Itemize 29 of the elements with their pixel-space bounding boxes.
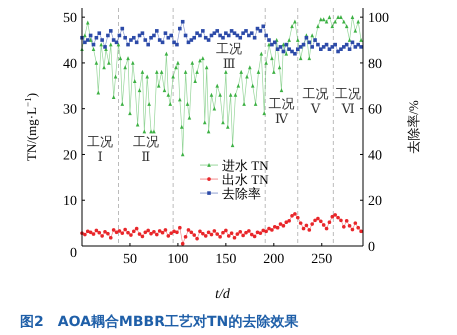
y2-tick-label: 80 — [368, 56, 382, 72]
annotation: 工况 Ⅰ — [87, 134, 114, 164]
x-axis-title: t/d — [215, 287, 231, 302]
y2-tick-label: 0 — [368, 240, 375, 255]
annotation: 工况 Ⅳ — [268, 96, 294, 126]
annotation: 工况 Ⅲ — [216, 41, 242, 71]
annotation: 工况 Ⅴ — [302, 86, 329, 116]
legend-label: 进水 TN — [222, 158, 270, 174]
y2-tick-label: 40 — [368, 148, 382, 164]
y2-tick-label: 20 — [368, 194, 382, 210]
y-tick-label: 20 — [63, 148, 77, 164]
x-tick-label: 200 — [263, 252, 284, 267]
annotation: 工况 Ⅱ — [132, 134, 159, 164]
legend-label: 去除率 — [222, 186, 262, 202]
y-tick-label: 0 — [70, 246, 77, 261]
text: 图2 AOA耦合MBBR工艺对TN的去除效果 — [20, 314, 300, 330]
legend-label: 出水 TN — [222, 172, 270, 188]
annotation: 工况 Ⅵ — [335, 86, 362, 116]
y2-tick-label: 60 — [368, 102, 382, 118]
y2-axis-title: 去除率/% — [406, 100, 421, 154]
x-tick-label: 150 — [215, 252, 236, 267]
y-tick-label: 10 — [63, 194, 77, 210]
y2-tick-label: 100 — [368, 11, 389, 26]
y-tick-label: 40 — [63, 56, 77, 72]
x-tick-label: 250 — [311, 252, 332, 267]
y-tick-label: 50 — [63, 11, 77, 26]
x-tick-label: 50 — [122, 252, 137, 267]
x-tick-label: 100 — [167, 252, 188, 267]
y-tick-label: 30 — [63, 102, 77, 118]
